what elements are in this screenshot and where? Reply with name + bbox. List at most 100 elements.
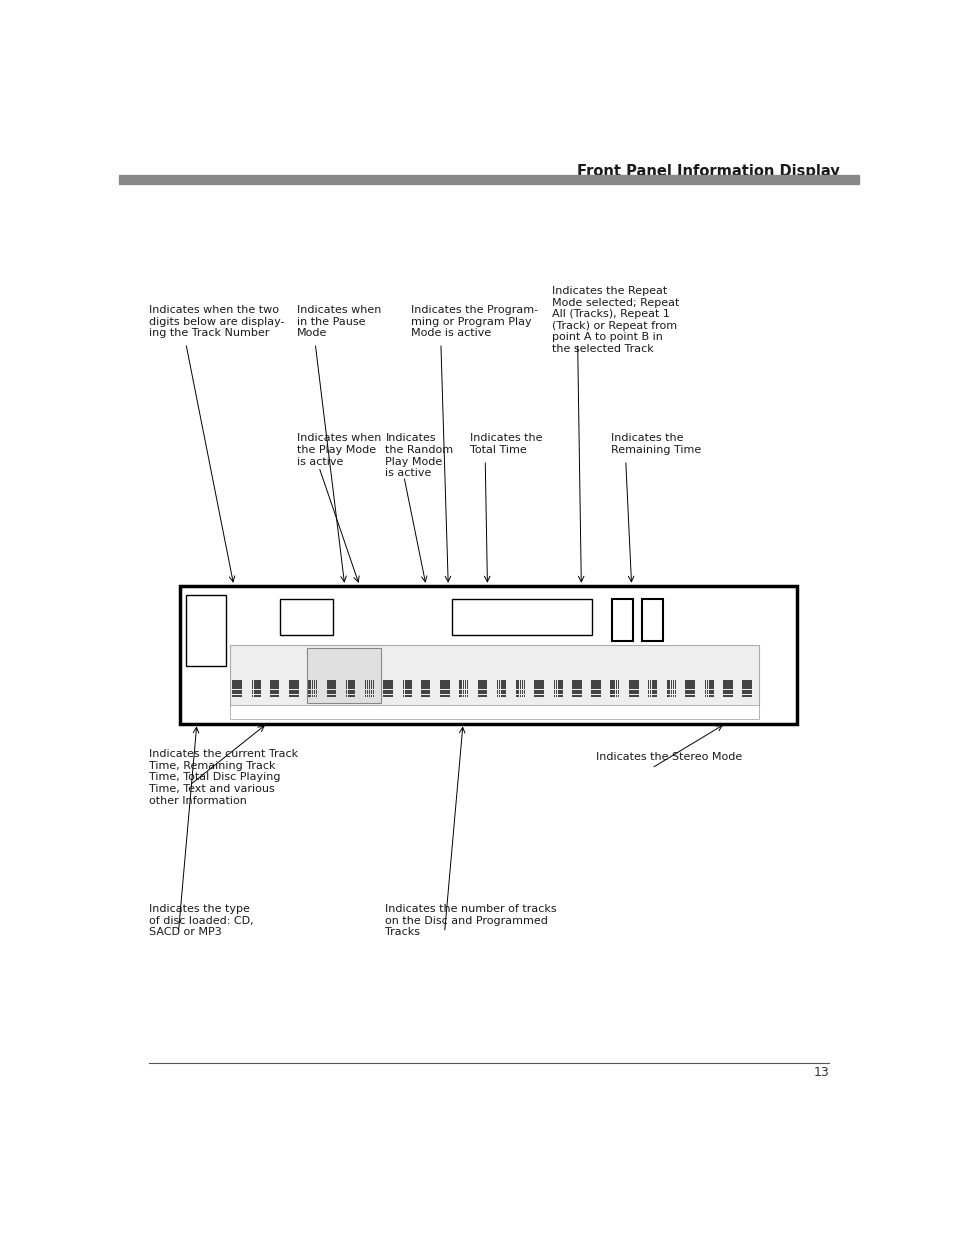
Bar bbox=[255, 688, 256, 689]
Bar bbox=[444, 683, 445, 684]
Bar bbox=[349, 685, 351, 687]
Text: Indicates the current Track
Time, Remaining Track
Time, Total Disc Playing
Time,: Indicates the current Track Time, Remain… bbox=[149, 750, 297, 805]
Bar bbox=[257, 695, 258, 697]
Text: Front Panel Information Display: Front Panel Information Display bbox=[577, 164, 840, 179]
Bar bbox=[674, 680, 676, 682]
Bar bbox=[240, 693, 241, 694]
Bar bbox=[741, 680, 743, 682]
Bar bbox=[724, 693, 726, 694]
Bar bbox=[537, 693, 539, 694]
Bar bbox=[404, 685, 406, 687]
Bar bbox=[704, 693, 705, 694]
Bar bbox=[615, 695, 617, 697]
Bar bbox=[238, 685, 239, 687]
Bar bbox=[500, 683, 501, 684]
Bar bbox=[440, 685, 441, 687]
Bar bbox=[420, 695, 422, 697]
Bar bbox=[371, 683, 372, 684]
Bar bbox=[576, 688, 578, 689]
Text: TRACK: TRACK bbox=[292, 613, 320, 622]
Bar bbox=[674, 688, 676, 689]
Bar bbox=[560, 688, 562, 689]
Bar bbox=[364, 680, 366, 682]
Bar bbox=[615, 690, 617, 692]
Bar bbox=[609, 690, 611, 692]
Bar bbox=[633, 688, 634, 689]
Bar bbox=[364, 685, 366, 687]
Bar bbox=[408, 688, 410, 689]
Bar bbox=[653, 690, 655, 692]
Bar bbox=[385, 695, 387, 697]
Bar bbox=[315, 693, 317, 694]
Bar bbox=[637, 693, 638, 694]
Bar bbox=[310, 683, 311, 684]
Bar bbox=[448, 683, 449, 684]
Bar bbox=[633, 693, 634, 694]
Bar bbox=[442, 693, 443, 694]
Bar bbox=[385, 693, 387, 694]
Bar bbox=[693, 693, 694, 694]
Bar bbox=[693, 690, 694, 692]
Bar bbox=[410, 693, 412, 694]
Bar bbox=[389, 688, 391, 689]
Bar bbox=[611, 693, 613, 694]
Text: R: R bbox=[648, 615, 655, 625]
Bar bbox=[536, 690, 537, 692]
Bar bbox=[383, 690, 385, 692]
Bar bbox=[373, 693, 374, 694]
Bar bbox=[479, 690, 481, 692]
Bar bbox=[464, 685, 466, 687]
Bar bbox=[500, 685, 501, 687]
Text: 10: 10 bbox=[464, 708, 474, 716]
Bar bbox=[536, 680, 537, 682]
Bar bbox=[521, 688, 523, 689]
Bar bbox=[255, 685, 256, 687]
Bar bbox=[293, 688, 294, 689]
Bar bbox=[541, 688, 543, 689]
Bar bbox=[272, 688, 274, 689]
Bar bbox=[406, 693, 408, 694]
Bar bbox=[277, 680, 279, 682]
Bar bbox=[666, 690, 668, 692]
Bar bbox=[706, 680, 707, 682]
Bar bbox=[635, 693, 636, 694]
Bar bbox=[519, 693, 521, 694]
Bar bbox=[631, 693, 632, 694]
Bar bbox=[255, 695, 256, 697]
Bar bbox=[517, 685, 519, 687]
Bar bbox=[404, 693, 406, 694]
Bar bbox=[693, 685, 694, 687]
Bar bbox=[629, 688, 630, 689]
Bar bbox=[523, 683, 525, 684]
Bar bbox=[689, 693, 690, 694]
Bar bbox=[440, 688, 441, 689]
Text: Indicates the
Total Time: Indicates the Total Time bbox=[470, 433, 542, 454]
Bar bbox=[312, 693, 313, 694]
Bar bbox=[555, 685, 557, 687]
Bar bbox=[327, 685, 329, 687]
Bar bbox=[446, 690, 447, 692]
Bar bbox=[749, 693, 751, 694]
Bar bbox=[553, 685, 555, 687]
Bar bbox=[442, 690, 443, 692]
Bar bbox=[572, 680, 574, 682]
Bar bbox=[687, 680, 688, 682]
Bar bbox=[597, 695, 598, 697]
Bar bbox=[373, 683, 374, 684]
Bar bbox=[238, 690, 239, 692]
Bar bbox=[666, 688, 668, 689]
Bar bbox=[253, 680, 254, 682]
Bar bbox=[253, 683, 254, 684]
Bar bbox=[615, 688, 617, 689]
Bar bbox=[234, 680, 235, 682]
Bar bbox=[613, 690, 615, 692]
Bar bbox=[710, 680, 711, 682]
Bar bbox=[579, 685, 581, 687]
Bar bbox=[289, 683, 291, 684]
Bar bbox=[579, 690, 581, 692]
Bar bbox=[347, 693, 349, 694]
Bar bbox=[631, 690, 632, 692]
Bar bbox=[479, 683, 481, 684]
Bar bbox=[291, 683, 293, 684]
Bar bbox=[749, 690, 751, 692]
